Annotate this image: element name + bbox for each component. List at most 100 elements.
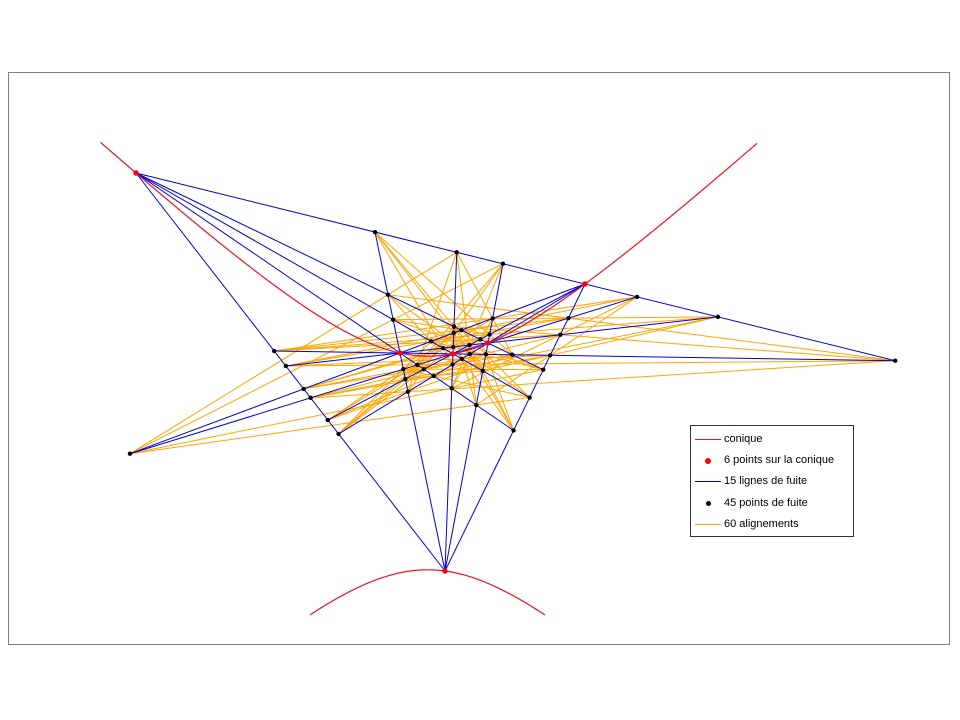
fuite-point	[405, 389, 411, 394]
fuite-point	[401, 366, 406, 372]
fuite-line	[135, 172, 544, 371]
fuite-point	[428, 339, 434, 344]
alignment-line	[387, 294, 453, 365]
fuite-point	[467, 342, 472, 348]
alignment-line	[476, 296, 638, 406]
alignment-line	[387, 294, 896, 362]
plot-frame	[8, 72, 950, 645]
alignment-line	[310, 360, 896, 399]
fuite-line	[274, 350, 896, 362]
alignment-line	[274, 317, 569, 352]
conic-curve	[100, 141, 758, 616]
alignment-line	[338, 347, 444, 435]
fuite-line	[444, 263, 504, 572]
legend-item-points-conique: 6 points sur la conique	[691, 450, 853, 471]
fuite-point	[478, 337, 483, 342]
alignment-line	[338, 341, 432, 435]
alignment-line	[452, 346, 514, 431]
alignment-line	[407, 252, 458, 392]
alignment-line	[303, 333, 490, 390]
fuite-point	[449, 386, 454, 391]
fuite-point	[325, 417, 330, 423]
fuite-point	[451, 330, 456, 336]
conic-layer	[100, 141, 758, 616]
alignment-line	[460, 329, 530, 398]
fuite-line	[135, 172, 530, 398]
fuite-point	[459, 356, 465, 362]
fuite-point	[511, 428, 516, 433]
alignment-line	[405, 370, 483, 380]
fuite-point	[421, 367, 427, 372]
fuite-line	[135, 172, 446, 572]
alignment-line	[129, 263, 504, 455]
legend-item-label: 60 alignements	[724, 517, 799, 530]
fuite-point	[541, 367, 546, 372]
fuite-point	[566, 315, 571, 321]
alignment-line	[129, 251, 458, 455]
conic-point	[133, 170, 139, 176]
alignment-line	[310, 316, 719, 399]
fuite-point	[715, 314, 721, 320]
fuite-point	[634, 294, 640, 300]
fuite-line-swatch	[695, 481, 721, 483]
fuite-point	[474, 402, 479, 408]
conic-point	[442, 568, 448, 574]
fuite-line	[129, 296, 638, 455]
fuite-point	[283, 363, 289, 369]
fuite-point	[372, 229, 378, 235]
fuite-line	[374, 231, 446, 572]
legend-item-label: 15 lignes de fuite	[724, 475, 808, 488]
alignment-line	[327, 329, 462, 421]
fuite-point	[301, 386, 306, 392]
fuite-point	[480, 368, 485, 373]
alignment-line	[451, 318, 494, 389]
fuite-line	[135, 172, 514, 431]
conic-point	[450, 351, 456, 357]
fuite-line	[129, 283, 586, 455]
fuite-line	[444, 252, 458, 572]
conic-point-swatch	[695, 457, 721, 464]
conic-point	[485, 340, 491, 346]
fuite-point	[385, 292, 391, 297]
alignment-line	[453, 326, 515, 431]
fuite-point	[893, 358, 898, 363]
fuite-point	[440, 345, 446, 351]
alignment-line	[274, 334, 561, 352]
legend-item-lignes-fuite: 15 lignes de fuite	[691, 471, 853, 492]
conic-points-layer	[133, 170, 588, 574]
alignment-line	[374, 231, 454, 365]
alignment-line	[393, 319, 490, 335]
fuite-line	[327, 283, 586, 421]
fuite-point	[390, 317, 396, 322]
conic-point	[582, 281, 588, 287]
fuite-point	[403, 376, 408, 382]
fuite-point	[451, 344, 456, 350]
fuite-line	[444, 283, 586, 572]
legend-item-conique: conique	[691, 429, 853, 450]
fuite-point	[459, 327, 464, 333]
conic-point	[397, 350, 403, 356]
alignment-line	[274, 296, 638, 352]
fuite-point	[490, 316, 495, 321]
alignment-line-swatch	[695, 523, 721, 525]
legend-item-label: 6 points sur la conique	[724, 454, 835, 467]
fuite-point	[467, 351, 472, 357]
legend: conique 6 points sur la conique 15 ligne…	[690, 425, 854, 537]
legend-item-alignements: 60 alignements	[691, 514, 853, 535]
alignment-line	[403, 368, 530, 399]
fuite-point	[527, 395, 532, 400]
legend-item-label: conique	[724, 433, 763, 446]
alignment-line	[310, 334, 561, 399]
fuite-point	[308, 395, 313, 401]
legend-item-label: 45 points de fuite	[724, 496, 808, 509]
alignment-line	[453, 326, 896, 362]
alignment-line	[129, 369, 544, 455]
legend-item-points-fuite: 45 points de fuite	[691, 493, 853, 514]
fuite-point	[483, 352, 489, 357]
fuite-point	[431, 373, 436, 379]
alignment-line	[129, 397, 530, 455]
fuite-point	[558, 332, 563, 337]
fuite-point	[500, 261, 506, 266]
